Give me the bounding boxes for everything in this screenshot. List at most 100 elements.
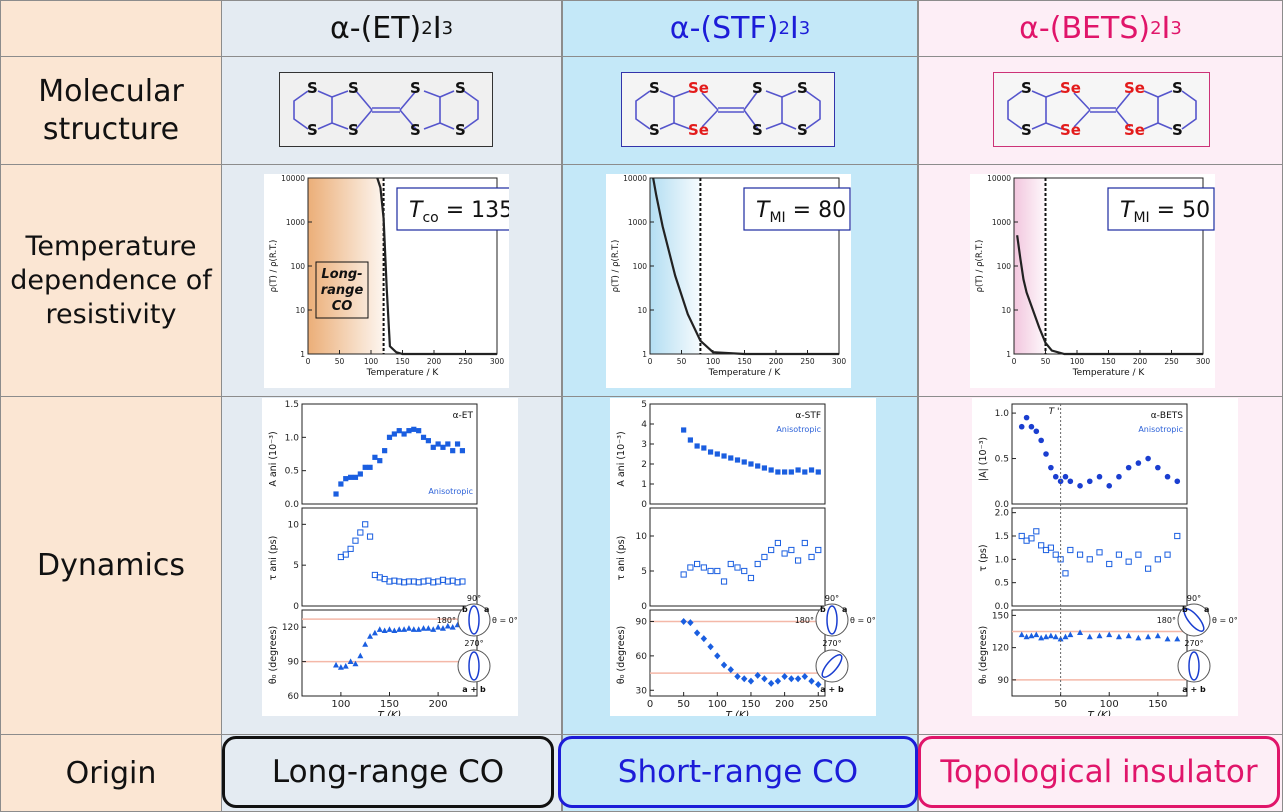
- molecule-bets-svg: S Se Se S S Se Se S: [1007, 79, 1197, 139]
- x-tick-label: 100: [706, 357, 721, 366]
- y-tick-label: 10: [1001, 306, 1011, 315]
- data-point: [425, 438, 431, 444]
- subplot-frame: [301, 507, 478, 607]
- molecule-et-atoms: S S S S S S S S: [307, 79, 466, 139]
- resistivity-curve: [1016, 235, 1203, 356]
- header-stf-sub2: 3: [798, 18, 811, 39]
- origin-et-text: Long-range CO: [271, 754, 505, 790]
- data-point: [1077, 629, 1084, 635]
- data-point: [1033, 528, 1040, 535]
- data-point: [430, 626, 437, 632]
- x-tick-label: 200: [429, 699, 448, 710]
- dynamics-plot-et: 0.0 0.5 1.0 1.5 0 5 10 60 90 120 100 150 200 T (K) A a…: [262, 398, 518, 721]
- y-axis-label: ρ(T) / ρ(R.T.): [975, 240, 985, 293]
- resistivity-plot-stf: 10000 1000 100 10 1 0 50 100 150 200 250 300 Tempera…: [606, 174, 868, 388]
- polar-circle-bottom: [815, 649, 849, 683]
- row-line-3: [221, 396, 1283, 397]
- data-point: [1038, 437, 1044, 444]
- data-point: [1116, 473, 1122, 480]
- y-tick-label: 0.0: [995, 602, 1010, 612]
- x-tick-label: 200: [427, 357, 442, 366]
- data-point: [768, 546, 775, 554]
- x-axis-label: Temperature / K: [1072, 368, 1146, 378]
- y-tick-label: 60: [636, 652, 648, 662]
- data-point: [1067, 546, 1074, 554]
- x-axis-label: T (K): [726, 710, 750, 716]
- a-axis-label: |A| (10⁻³): [978, 437, 989, 481]
- data-point: [405, 625, 412, 631]
- tau-axis-label: τ (ps): [978, 544, 989, 571]
- header-et-mid: I: [432, 11, 442, 46]
- x-axis-label: T (K): [1088, 710, 1112, 716]
- data-point: [720, 578, 728, 585]
- y-tick-label: 10: [636, 532, 648, 542]
- data-point: [450, 448, 456, 454]
- data-point: [352, 660, 359, 667]
- data-point: [1062, 473, 1069, 480]
- data-point: [371, 629, 378, 636]
- dynamics-svg-bets: 0.0 0.5 1.0 0.0 0.5 1.0 1.5 2.0 90 120 150 50 100 150…: [978, 403, 1238, 721]
- y-tick-label: 1.5: [995, 532, 1009, 542]
- data-point: [342, 662, 349, 669]
- data-point: [1057, 635, 1064, 642]
- data-point: [337, 664, 344, 670]
- molecule-et: S S S S S S S S: [279, 72, 493, 147]
- sample-label: α-BETS: [1151, 411, 1184, 421]
- data-point: [1135, 551, 1142, 558]
- dynamics-plot-stf: 0 1 2 3 4 5 0 5 10 30 60 90 0 50 100 150 200 250 T (K) A an…: [610, 398, 876, 721]
- data-point: [1033, 631, 1040, 638]
- data-point: [727, 560, 734, 568]
- x-tick-label: 100: [1100, 699, 1119, 710]
- data-point: [1125, 464, 1132, 471]
- dynamics-svg-et: 0.0 0.5 1.0 1.5 0 5 10 60 90 120 100 150 200 T (K) A a…: [268, 400, 518, 721]
- x-tick-label: 250: [458, 357, 473, 366]
- polar-b-label: b: [462, 605, 468, 614]
- data-point: [714, 451, 720, 457]
- polar-270-label: 270°: [1184, 639, 1203, 648]
- data-point: [761, 553, 768, 561]
- y-tick-label: 10000: [623, 174, 647, 183]
- polar-ab-label: a + b: [820, 685, 844, 694]
- data-point: [1086, 556, 1093, 563]
- transition-label: TMI = 80 K: [743, 187, 868, 231]
- data-point: [1106, 560, 1113, 568]
- data-point: [801, 539, 808, 547]
- data-point: [435, 624, 442, 630]
- data-point: [366, 533, 374, 540]
- row-label-molecular-line1: Molecular: [38, 73, 184, 109]
- data-point: [1135, 634, 1142, 641]
- transition-label: Tco = 135 K: [396, 187, 535, 231]
- data-point: [357, 652, 364, 659]
- y-tick-label: 0.0: [995, 500, 1010, 510]
- data-point: [700, 564, 707, 571]
- data-point: [444, 622, 451, 629]
- data-point: [680, 571, 687, 578]
- polar-180-label: 180°: [795, 616, 814, 625]
- x-axis-label: Temperature / K: [366, 368, 440, 378]
- data-point: [1096, 473, 1103, 480]
- data-point: [449, 624, 456, 630]
- atom-2: Se: [688, 79, 709, 97]
- data-point: [808, 677, 815, 685]
- data-point: [382, 448, 388, 454]
- atom-8: S: [1172, 121, 1183, 139]
- polar-90-label: 90°: [467, 594, 481, 603]
- polar-270-label: 270°: [464, 639, 483, 648]
- data-point: [1135, 460, 1142, 466]
- y-tick-label: 2.0: [995, 509, 1010, 519]
- row-label-origin: Origin: [0, 734, 222, 812]
- data-point: [439, 625, 446, 631]
- data-point: [1028, 423, 1035, 430]
- data-point: [794, 557, 802, 564]
- atom-4: S: [455, 79, 466, 97]
- x-tick-label: 250: [1164, 357, 1179, 366]
- data-point: [1174, 635, 1181, 642]
- data-point: [774, 539, 781, 547]
- data-point: [754, 560, 761, 568]
- x-tick-label: 0: [1012, 357, 1017, 366]
- x-tick-label: 200: [1133, 357, 1148, 366]
- data-point: [1028, 632, 1035, 639]
- atom-4: S: [1172, 79, 1183, 97]
- header-stf-mid: I: [789, 11, 799, 46]
- data-point: [748, 461, 754, 467]
